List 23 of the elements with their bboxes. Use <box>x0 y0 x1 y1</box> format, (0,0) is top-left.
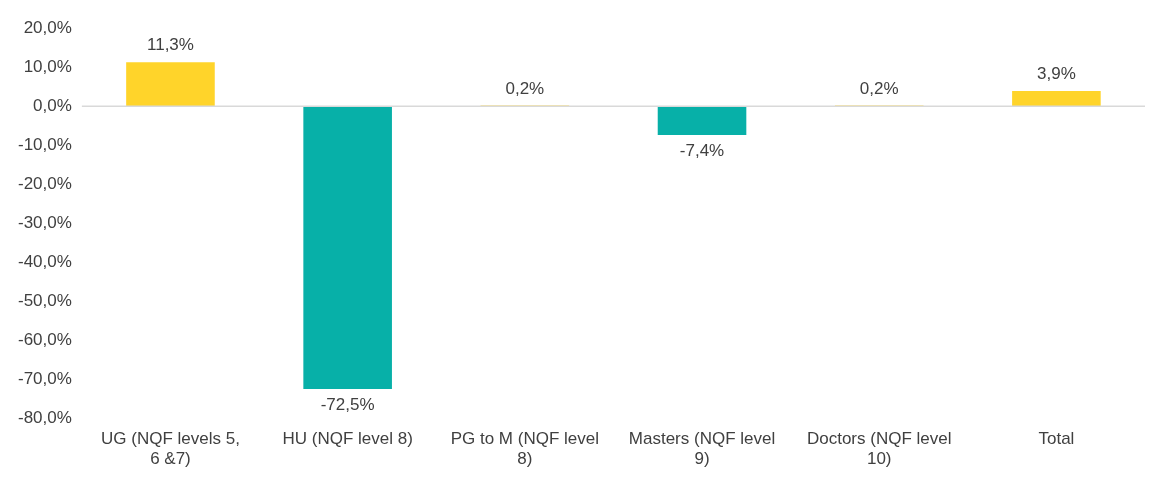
x-tick-label: Total <box>1038 429 1075 449</box>
x-tick-label: UG (NQF levels 5, 6 &7) <box>101 429 240 469</box>
y-tick-label: -40,0% <box>17 251 72 271</box>
x-tick-label: HU (NQF level 8) <box>282 429 413 449</box>
y-tick-label: -60,0% <box>17 329 72 349</box>
x-tick-label: PG to M (NQF level 8) <box>450 429 599 469</box>
y-tick-label: 10,0% <box>23 56 72 76</box>
y-tick-label: -20,0% <box>17 173 72 193</box>
data-label: 0,2% <box>859 78 899 98</box>
y-tick-label: 20,0% <box>23 17 72 37</box>
y-tick-label: 0,0% <box>33 95 72 115</box>
data-label: -7,4% <box>679 141 725 161</box>
data-label: 11,3% <box>146 35 194 55</box>
y-tick-label: -80,0% <box>17 407 72 427</box>
y-tick-label: -70,0% <box>17 368 72 388</box>
data-label: 0,2% <box>505 78 545 98</box>
y-tick-label: -30,0% <box>17 212 72 232</box>
data-label: 3,9% <box>1037 64 1076 84</box>
data-label: -72,5% <box>320 395 375 415</box>
y-tick-label: -50,0% <box>17 290 72 310</box>
x-tick-label: Masters (NQF level 9) <box>628 429 776 469</box>
x-tick-label: Doctors (NQF level 10) <box>806 429 952 469</box>
y-tick-label: -10,0% <box>17 134 72 154</box>
